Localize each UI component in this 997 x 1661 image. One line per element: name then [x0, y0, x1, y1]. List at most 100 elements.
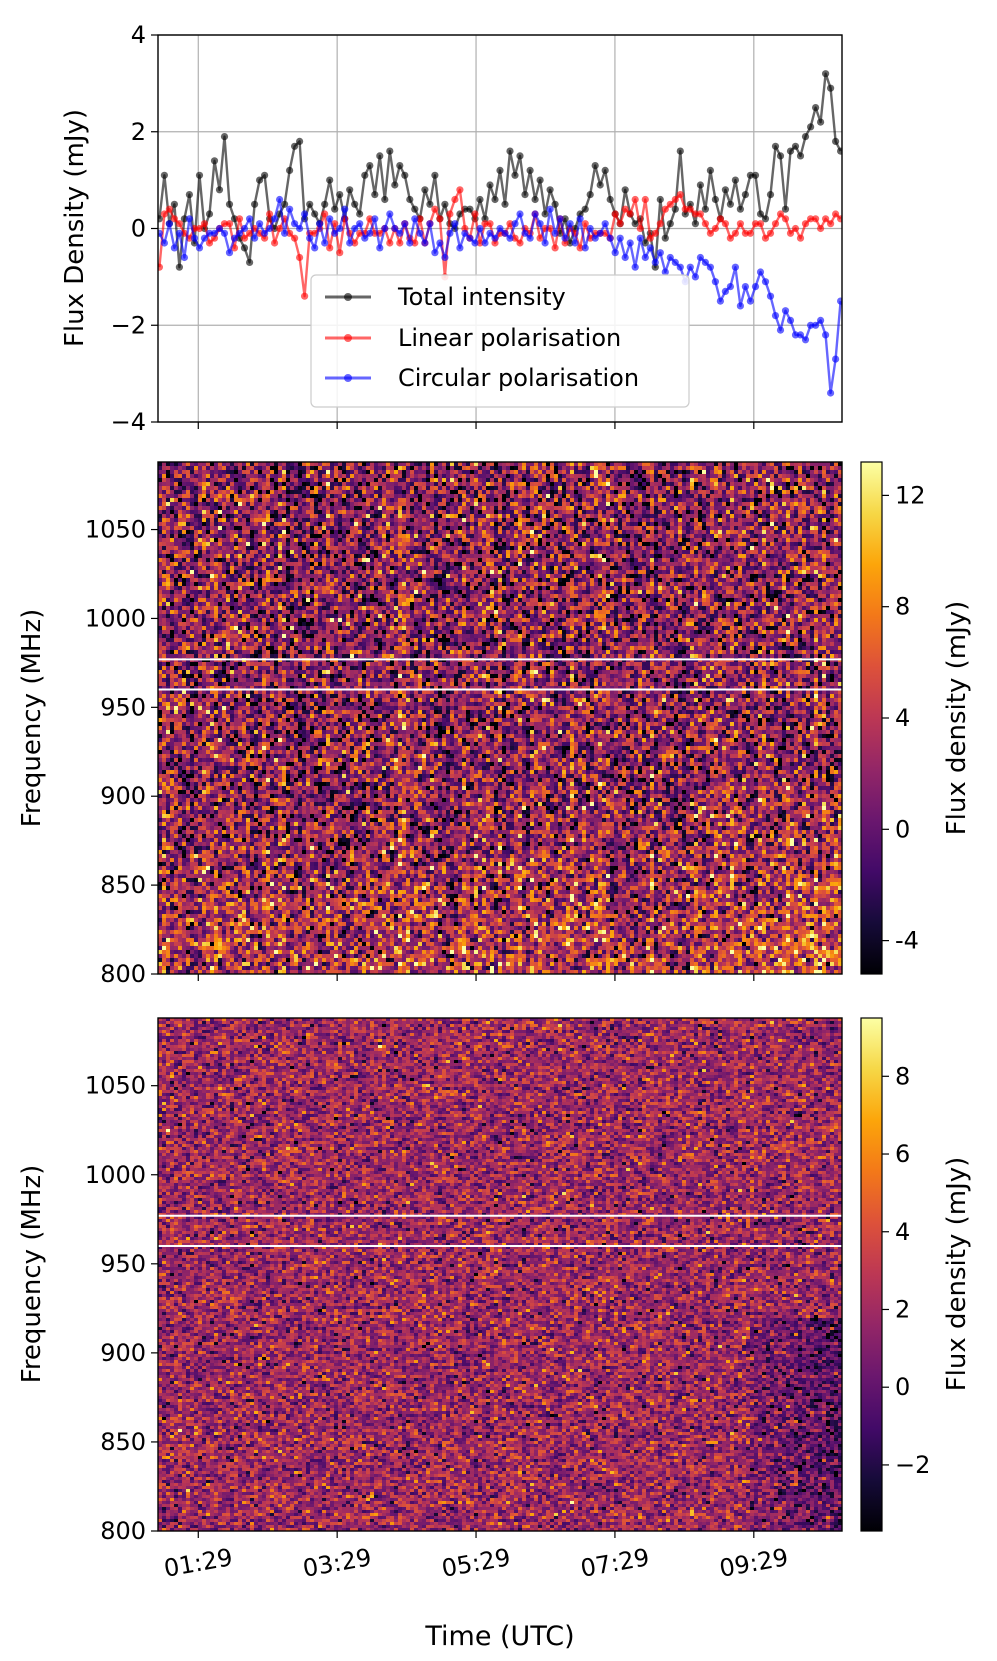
legend-marker [344, 374, 352, 382]
data-point [351, 224, 359, 233]
data-point [396, 162, 404, 170]
data-point [837, 147, 842, 155]
data-point [235, 229, 244, 237]
data-point [751, 171, 760, 179]
data-point [451, 195, 459, 204]
data-point [261, 171, 269, 179]
flagged-channels [158, 658, 842, 691]
data-point [158, 229, 163, 237]
data-point [706, 229, 715, 237]
data-point [291, 142, 299, 150]
heatmap-image [158, 1018, 842, 1531]
data-point [436, 215, 444, 223]
data-point [180, 253, 188, 262]
colorbar-label: Flux density (mJy) [942, 1157, 972, 1392]
data-point [801, 336, 810, 344]
data-point [240, 224, 249, 233]
data-point [801, 220, 810, 228]
data-point [807, 321, 815, 329]
data-point [756, 210, 765, 218]
data-point [681, 205, 689, 213]
series-layer [158, 70, 842, 397]
x-tick-label: 03:29 [301, 1543, 374, 1583]
data-point [316, 220, 324, 228]
data-point [651, 258, 659, 266]
data-point [761, 234, 770, 242]
data-point [291, 234, 299, 242]
data-point [205, 239, 214, 247]
data-point [481, 239, 489, 247]
data-point [235, 215, 244, 223]
data-point [446, 229, 454, 237]
data-point [336, 191, 344, 199]
data-point [656, 195, 664, 204]
data-point [696, 181, 705, 189]
y-tick-label: 4 [131, 21, 146, 49]
data-point [401, 220, 409, 228]
data-point [746, 171, 755, 179]
data-point [751, 283, 760, 291]
colorbar [861, 462, 882, 974]
data-point [441, 200, 449, 208]
data-point [165, 220, 173, 228]
data-point [321, 200, 329, 208]
x-axis-ticks [197, 422, 755, 429]
data-point [215, 224, 224, 233]
data-point [726, 283, 735, 291]
data-point [832, 355, 840, 363]
y-tick-label: 800 [100, 960, 146, 988]
data-point [711, 224, 720, 233]
data-point [386, 239, 394, 247]
data-point [266, 210, 274, 218]
legend-entry-linear-polarisation: Linear polarisation [325, 324, 621, 352]
data-point [190, 234, 199, 242]
data-point [812, 104, 820, 112]
data-point [626, 239, 634, 247]
data-point [706, 263, 715, 271]
data-point [511, 220, 519, 228]
data-point [676, 147, 684, 155]
data-point [541, 239, 549, 247]
data-point [516, 210, 524, 218]
data-point [391, 224, 399, 233]
y-tick-label: 900 [100, 1339, 146, 1367]
y-tick-label: 1050 [85, 1072, 146, 1100]
data-point [486, 229, 494, 237]
data-point [822, 215, 830, 223]
y-tick-label: 2 [131, 118, 146, 146]
data-point [827, 220, 835, 228]
data-point [361, 171, 369, 179]
plot-frame [157, 1017, 843, 1532]
data-point [581, 244, 589, 252]
data-point [286, 229, 294, 237]
data-point [601, 220, 609, 228]
data-point [306, 234, 314, 242]
data-point [671, 258, 679, 266]
data-point [371, 191, 379, 199]
data-point [195, 171, 204, 179]
data-point [225, 200, 234, 208]
y-axis-label: Frequency (MHz) [17, 1165, 47, 1384]
data-point [766, 292, 775, 300]
data-point [791, 331, 800, 339]
colorbar-tick-label: 0 [895, 1373, 910, 1401]
data-point [837, 215, 842, 223]
data-point [170, 200, 178, 208]
data-point [631, 220, 639, 228]
data-point [160, 239, 168, 247]
data-point [781, 307, 790, 315]
legend-marker [344, 334, 352, 342]
data-point [536, 176, 544, 184]
data-point [761, 278, 770, 286]
data-point [546, 205, 554, 213]
data-point [801, 133, 810, 141]
data-point [301, 210, 309, 218]
data-point [321, 210, 329, 218]
data-point [205, 210, 214, 218]
data-point [446, 210, 454, 218]
data-point [711, 278, 720, 286]
data-point [641, 195, 649, 204]
data-point [661, 205, 669, 213]
data-point [291, 220, 299, 228]
